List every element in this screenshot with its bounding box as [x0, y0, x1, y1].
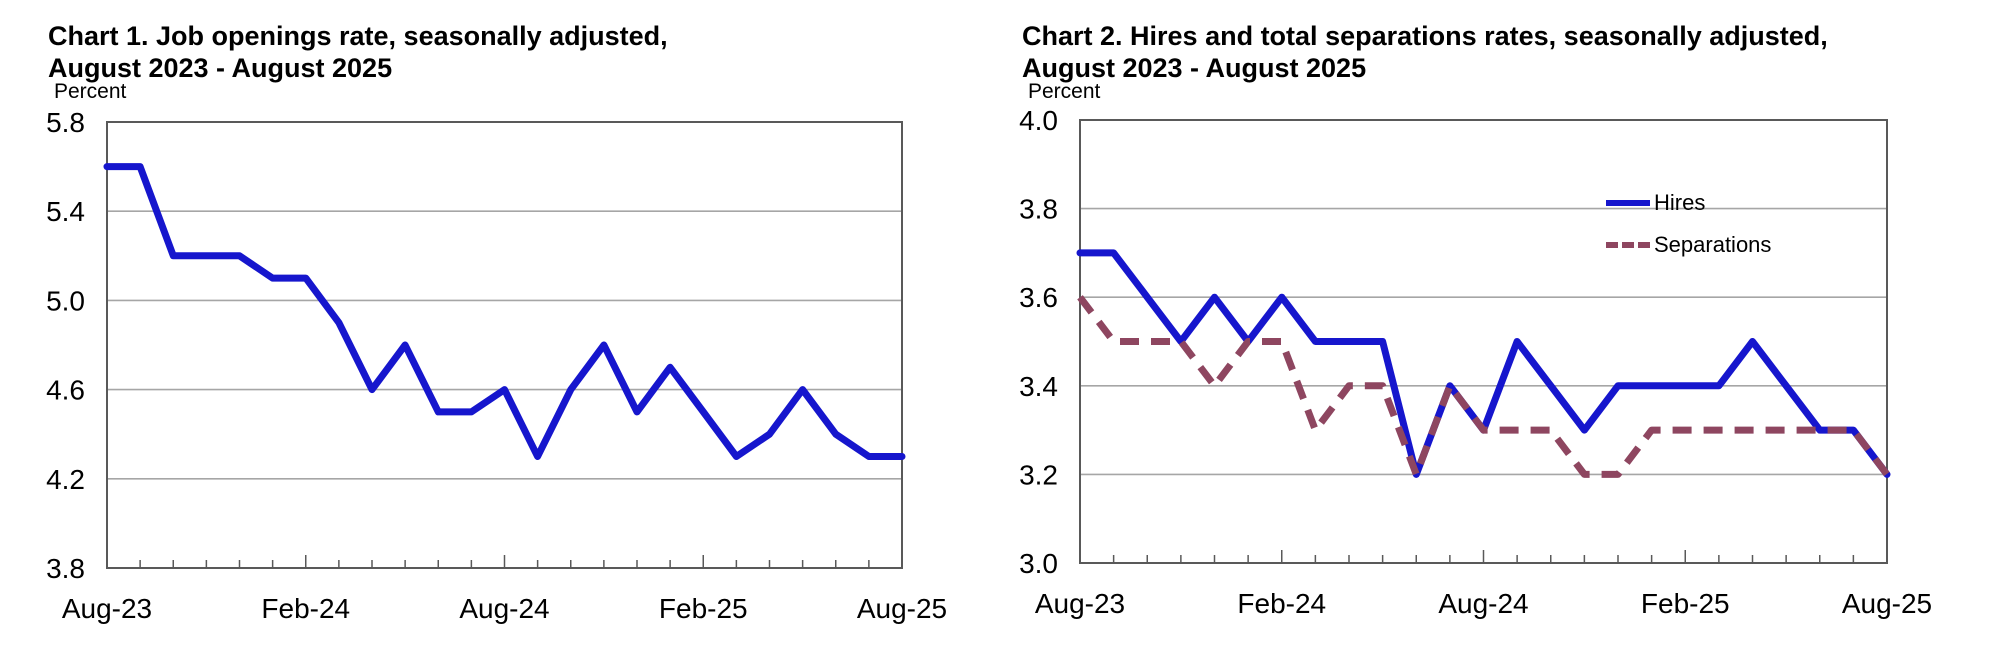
hires-line-swatch-icon	[1606, 200, 1650, 206]
chart2-x-tick-label: Aug-25	[1842, 588, 1932, 619]
chart1-title: Chart 1. Job openings rate, seasonally a…	[48, 20, 668, 84]
chart2-x-tick-label: Feb-24	[1237, 588, 1326, 619]
legend-label-hires: Hires	[1654, 190, 1706, 215]
chart1-y-tick-label: 4.2	[46, 464, 85, 495]
separations-line-swatch-icon	[1606, 242, 1650, 248]
chart1-x-tick-label: Aug-25	[857, 593, 947, 624]
chart1-x-tick-label: Feb-24	[261, 593, 350, 624]
job-openings-rate-line	[103, 163, 906, 460]
legend-label-separations: Separations	[1654, 232, 1772, 257]
chart1-y-tick-label: 5.0	[46, 285, 85, 316]
chart2-title-line1: Chart 2. Hires and total separations rat…	[1022, 21, 1828, 51]
chart2-y-tick-label: 3.8	[1019, 194, 1058, 225]
chart1-plot-border	[106, 121, 903, 569]
legend-row-separations: Separations	[1606, 224, 1771, 266]
chart1-y-tick-label: 4.6	[46, 375, 85, 406]
chart2-x-tick-label: Aug-24	[1438, 588, 1528, 619]
hires-line	[1076, 249, 1891, 478]
chart1-title-line2: August 2023 - August 2025	[48, 53, 393, 83]
chart1-x-tick-label: Aug-24	[459, 593, 549, 624]
chart1-y-tick-label: 5.8	[46, 107, 85, 138]
chart2-y-tick-label: 3.6	[1019, 282, 1058, 313]
chart2-title: Chart 2. Hires and total separations rat…	[1022, 20, 1828, 84]
legend-row-hires: Hires	[1606, 182, 1771, 224]
chart2-y-tick-label: 3.4	[1019, 371, 1058, 402]
chart1-x-tick-label: Feb-25	[659, 593, 748, 624]
chart2-y-tick-label: 3.2	[1019, 459, 1058, 490]
chart2-y-tick-label: 3.0	[1019, 548, 1058, 579]
separations-line	[1077, 295, 1890, 478]
chart2-x-tick-label: Feb-25	[1641, 588, 1730, 619]
chart1-y-tick-label: 3.8	[46, 553, 85, 584]
chart2-legend: Hires Separations	[1606, 182, 1771, 266]
chart1-y-tick-label: 5.4	[46, 196, 85, 227]
chart1-x-tick-label: Aug-23	[62, 593, 152, 624]
chart2-x-tick-label: Aug-23	[1035, 588, 1125, 619]
chart1-title-line1: Chart 1. Job openings rate, seasonally a…	[48, 21, 668, 51]
chart2-unit-label: Percent	[1028, 80, 1101, 103]
chart2-title-line2: August 2023 - August 2025	[1022, 53, 1367, 83]
chart1-unit-label: Percent	[54, 80, 127, 103]
chart2-y-tick-label: 4.0	[1019, 105, 1058, 136]
